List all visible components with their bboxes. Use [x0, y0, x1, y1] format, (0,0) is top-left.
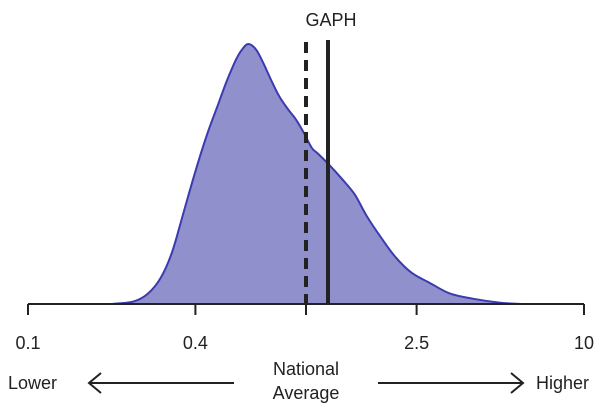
- ref-line-label-gaph: GAPH: [305, 10, 356, 30]
- x-tick-label: 0.4: [183, 333, 208, 353]
- right-arrow-icon: [510, 372, 525, 394]
- density-curve-area: [110, 43, 524, 305]
- x-tick-label: 0.1: [15, 333, 40, 353]
- lower-label: Lower: [8, 373, 57, 393]
- x-tick-label: 2.5: [404, 333, 429, 353]
- left-arrow-icon: [87, 372, 102, 394]
- direction-indicator: Lower National Average Higher: [8, 359, 589, 403]
- density-area-layer: [110, 43, 524, 305]
- reference-lines-layer: [304, 40, 330, 304]
- national-label-line1: National: [273, 359, 339, 379]
- x-axis-ticks-layer: 0.1 0.4 2.5 10: [15, 304, 594, 353]
- average-label-line2: Average: [273, 383, 340, 403]
- higher-label: Higher: [536, 373, 589, 393]
- x-tick-label: 10: [574, 333, 594, 353]
